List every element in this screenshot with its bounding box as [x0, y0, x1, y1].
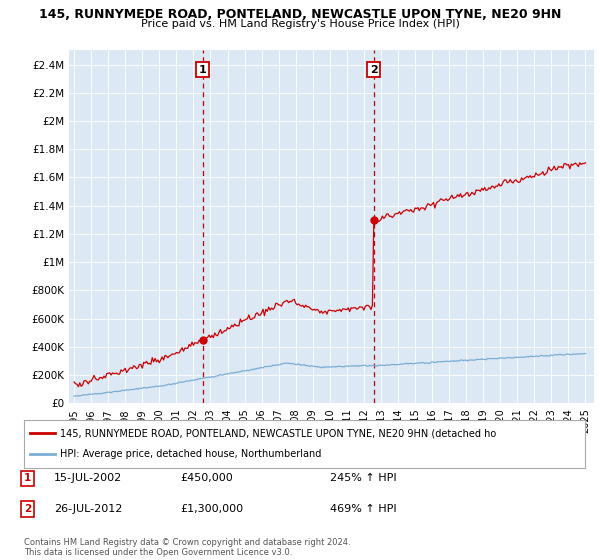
- Text: 145, RUNNYMEDE ROAD, PONTELAND, NEWCASTLE UPON TYNE, NE20 9HN (detached ho: 145, RUNNYMEDE ROAD, PONTELAND, NEWCASTL…: [61, 428, 497, 438]
- Text: 2: 2: [24, 504, 31, 514]
- Text: 145, RUNNYMEDE ROAD, PONTELAND, NEWCASTLE UPON TYNE, NE20 9HN: 145, RUNNYMEDE ROAD, PONTELAND, NEWCASTL…: [39, 8, 561, 21]
- Text: 1: 1: [24, 473, 31, 483]
- Text: HPI: Average price, detached house, Northumberland: HPI: Average price, detached house, Nort…: [61, 449, 322, 459]
- Text: Contains HM Land Registry data © Crown copyright and database right 2024.
This d: Contains HM Land Registry data © Crown c…: [24, 538, 350, 557]
- Text: 245% ↑ HPI: 245% ↑ HPI: [330, 473, 397, 483]
- Text: 2: 2: [370, 64, 377, 74]
- Text: 469% ↑ HPI: 469% ↑ HPI: [330, 504, 397, 514]
- Text: £1,300,000: £1,300,000: [180, 504, 243, 514]
- Text: £450,000: £450,000: [180, 473, 233, 483]
- Text: 15-JUL-2002: 15-JUL-2002: [54, 473, 122, 483]
- Text: Price paid vs. HM Land Registry's House Price Index (HPI): Price paid vs. HM Land Registry's House …: [140, 19, 460, 29]
- Text: 26-JUL-2012: 26-JUL-2012: [54, 504, 122, 514]
- Text: 1: 1: [199, 64, 206, 74]
